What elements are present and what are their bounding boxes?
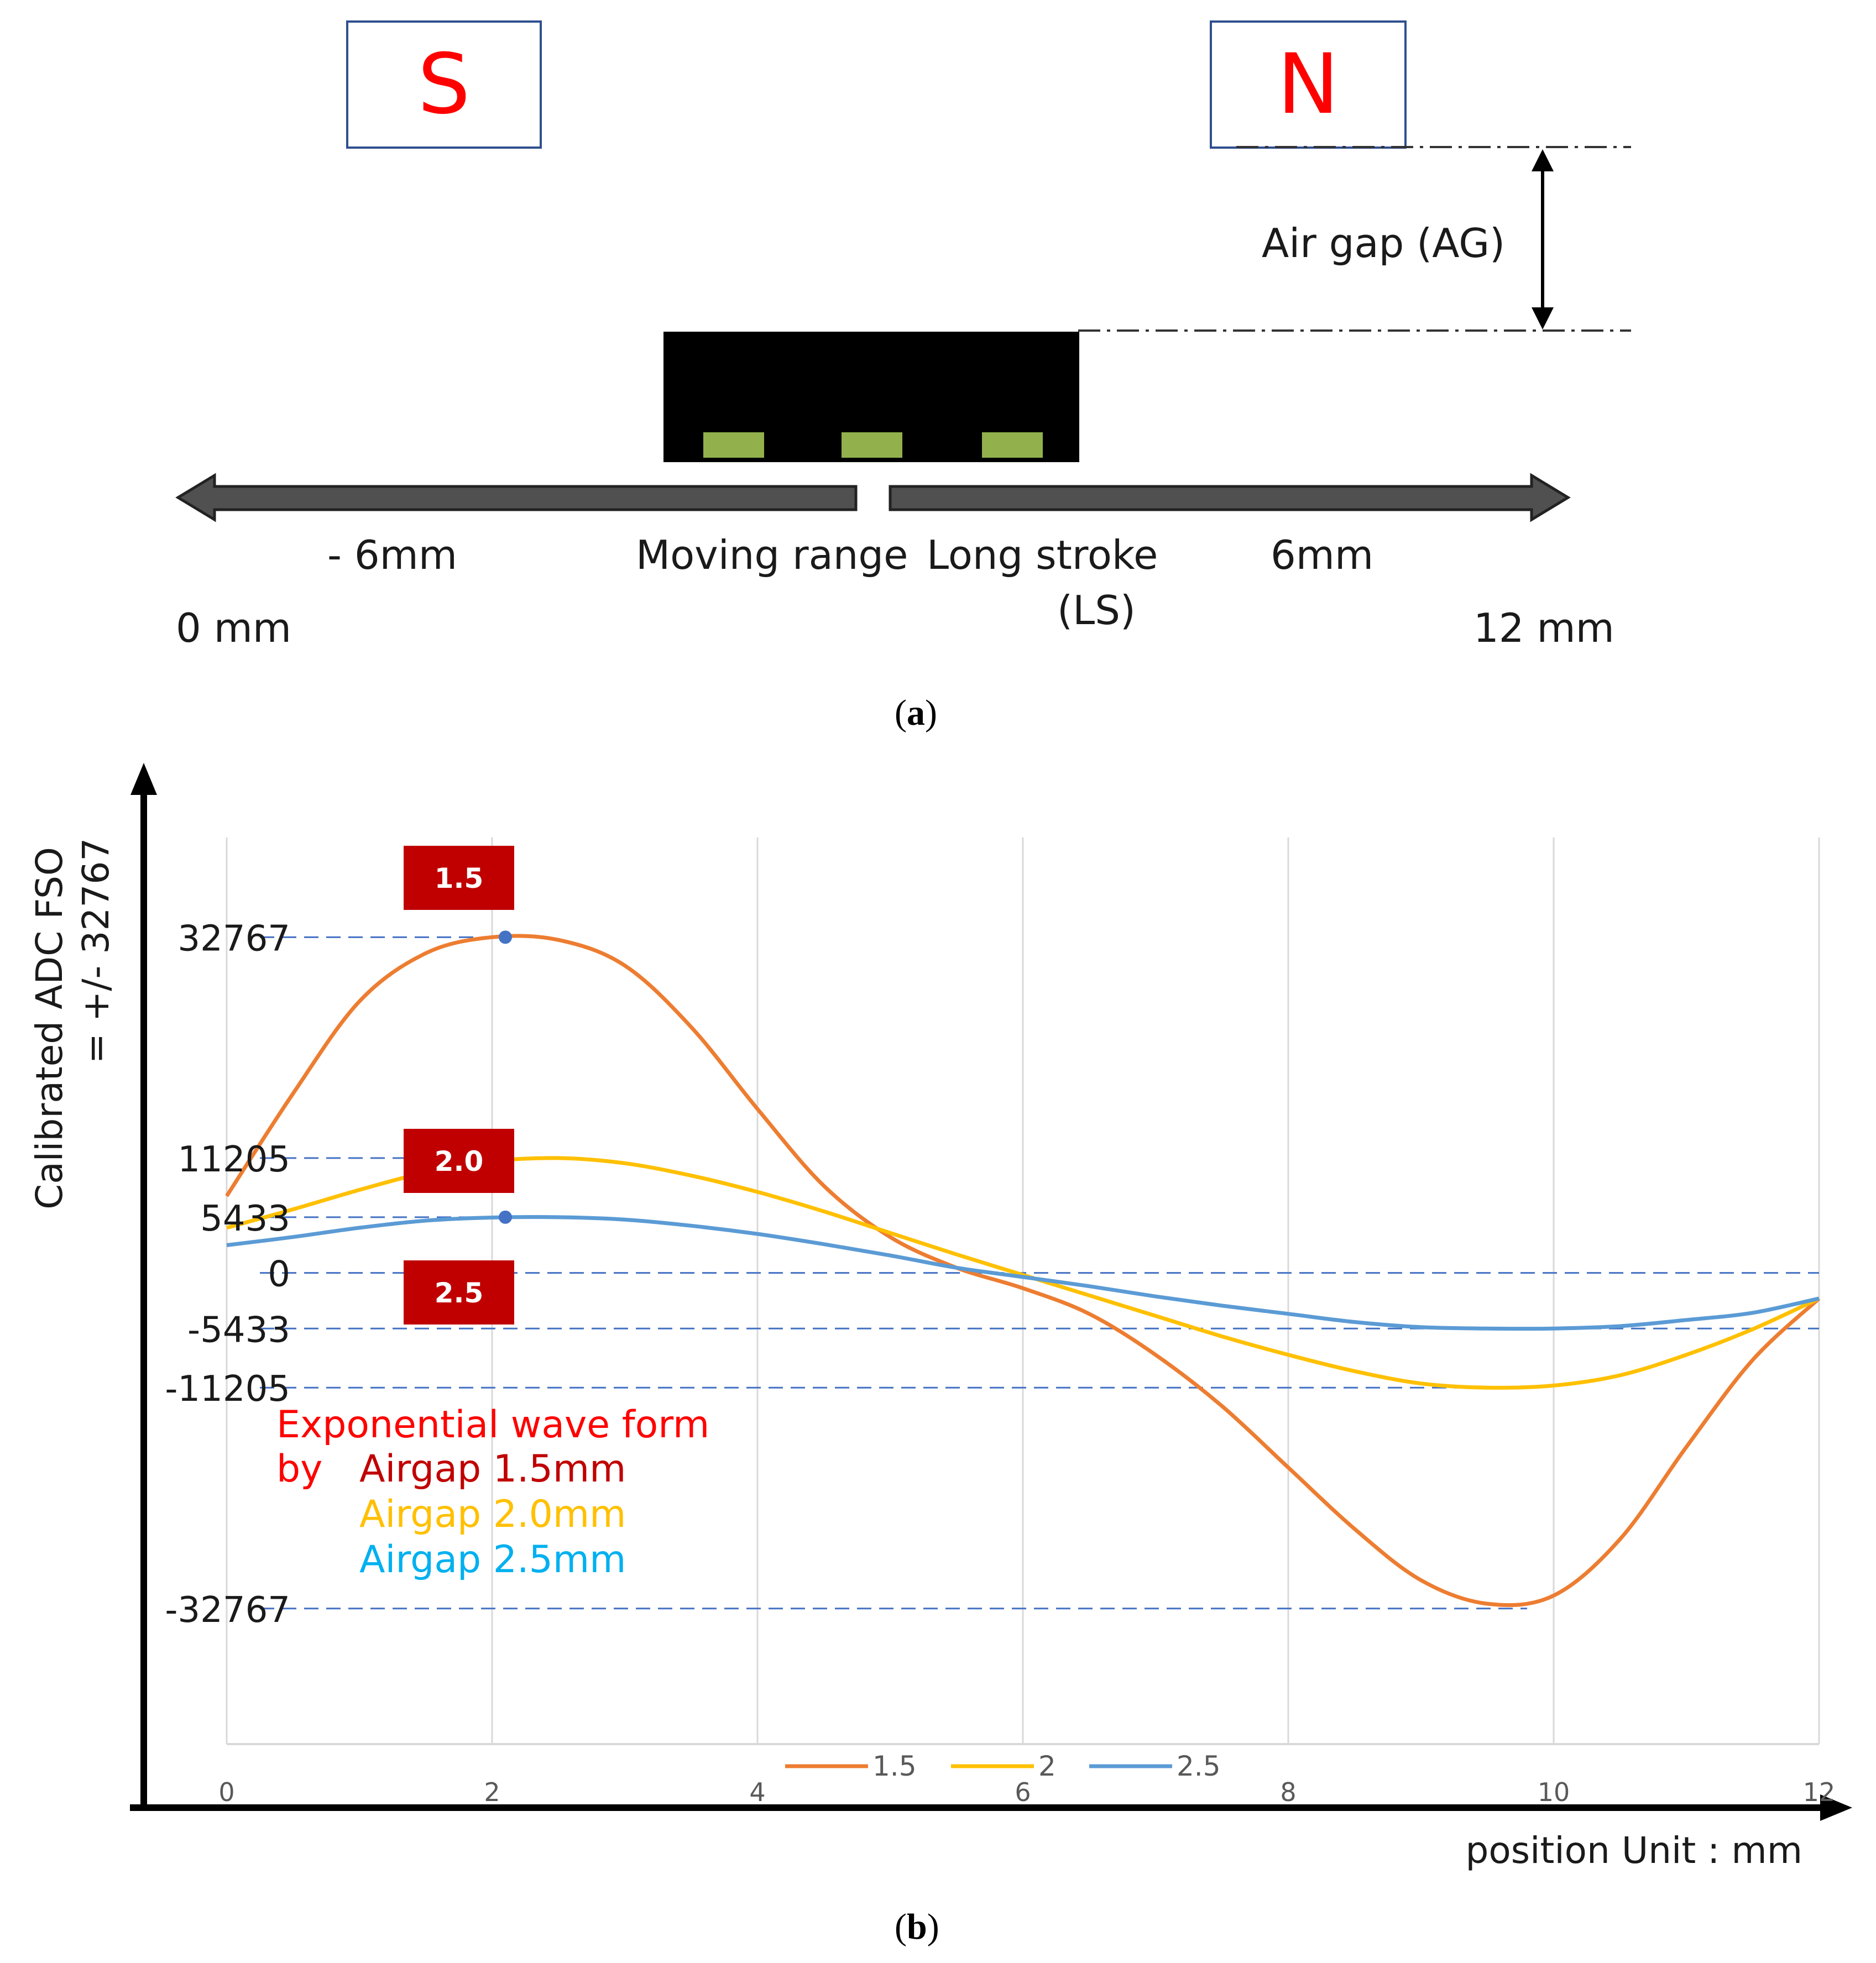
sensor-element-1 <box>703 432 764 458</box>
right-end-label: 12 mm <box>1473 605 1614 651</box>
airgap-badge <box>404 1260 514 1325</box>
annotation-title: Exponential wave form <box>276 1403 709 1447</box>
panel-label-b: (b) <box>895 1907 939 1947</box>
x-axis-arrowhead <box>1820 1794 1852 1821</box>
airgap-badge <box>404 846 514 910</box>
x-tick-label: 0 <box>218 1777 234 1807</box>
left-range-arrow <box>175 473 858 522</box>
y-axis-label-line1: Calibrated ADC FSO <box>28 847 71 1210</box>
sensor-element-3 <box>982 432 1043 458</box>
annotation-by: by <box>276 1447 322 1491</box>
airgap-badge-label: 2.5 <box>435 1277 484 1309</box>
y-axis-label-line2: = +/- 32767 <box>75 838 117 1064</box>
sensor-element-2 <box>842 432 902 458</box>
left-range-label: - 6mm <box>327 532 457 578</box>
legend-label: 1.5 <box>872 1750 917 1782</box>
y-axis-arrowhead <box>130 763 157 795</box>
x-tick-label: 6 <box>1015 1777 1031 1807</box>
air-gap-arrow-bottom-head <box>1532 307 1554 329</box>
x-tick-label: 4 <box>749 1777 765 1807</box>
annotation-airgap-line: Airgap 2.5mm <box>359 1538 626 1582</box>
y-ref-label: 32767 <box>177 918 290 959</box>
air-gap-arrow-top-head <box>1532 149 1554 171</box>
x-tick-label: 8 <box>1280 1777 1296 1807</box>
annotation-airgap-line: Airgap 2.0mm <box>359 1493 626 1536</box>
panel-label-a: (a) <box>895 693 937 733</box>
left-end-label: 0 mm <box>176 605 291 651</box>
series-line-1.5 <box>225 934 1821 1608</box>
y-ref-label: 11205 <box>177 1139 290 1180</box>
moving-range-label: Moving range <box>636 532 908 578</box>
x-tick-label: 2 <box>484 1777 500 1807</box>
legend-label: 2.5 <box>1177 1750 1221 1782</box>
y-ref-label: -11205 <box>165 1369 290 1410</box>
y-ref-label: 0 <box>268 1254 290 1295</box>
y-ref-label: -5433 <box>187 1310 290 1350</box>
x-axis-label: position Unit : mm <box>1465 1829 1802 1872</box>
peak-marker <box>499 1210 512 1224</box>
airgap-badge-label: 2.0 <box>435 1145 484 1177</box>
right-range-arrow <box>889 473 1571 522</box>
north-pole-label: N <box>1277 36 1340 133</box>
air-gap-label: Air gap (AG) <box>1262 220 1506 266</box>
y-ref-label: 5433 <box>200 1198 290 1239</box>
x-tick-label: 10 <box>1538 1777 1570 1807</box>
panel-letter-b: b <box>906 1907 927 1947</box>
ls-label: (LS) <box>1057 587 1136 634</box>
diagram-graphics <box>175 146 1631 522</box>
south-pole-box: S <box>346 20 542 149</box>
series-line-2.5 <box>226 1215 1820 1331</box>
right-range-label: 6mm <box>1271 532 1374 578</box>
airgap-badge-label: 1.5 <box>435 862 484 894</box>
panel-letter-a: a <box>906 693 925 733</box>
y-ref-label: -32767 <box>165 1590 290 1631</box>
legend-label: 2 <box>1038 1750 1056 1782</box>
x-tick-label: 12 <box>1803 1777 1836 1807</box>
annotation-airgap-line: Airgap 1.5mm <box>359 1447 626 1491</box>
long-stroke-label: Long stroke <box>927 532 1158 578</box>
peak-marker <box>499 930 512 944</box>
south-pole-label: S <box>417 36 471 133</box>
north-pole-box: N <box>1210 20 1407 149</box>
airgap-badge <box>404 1129 514 1193</box>
